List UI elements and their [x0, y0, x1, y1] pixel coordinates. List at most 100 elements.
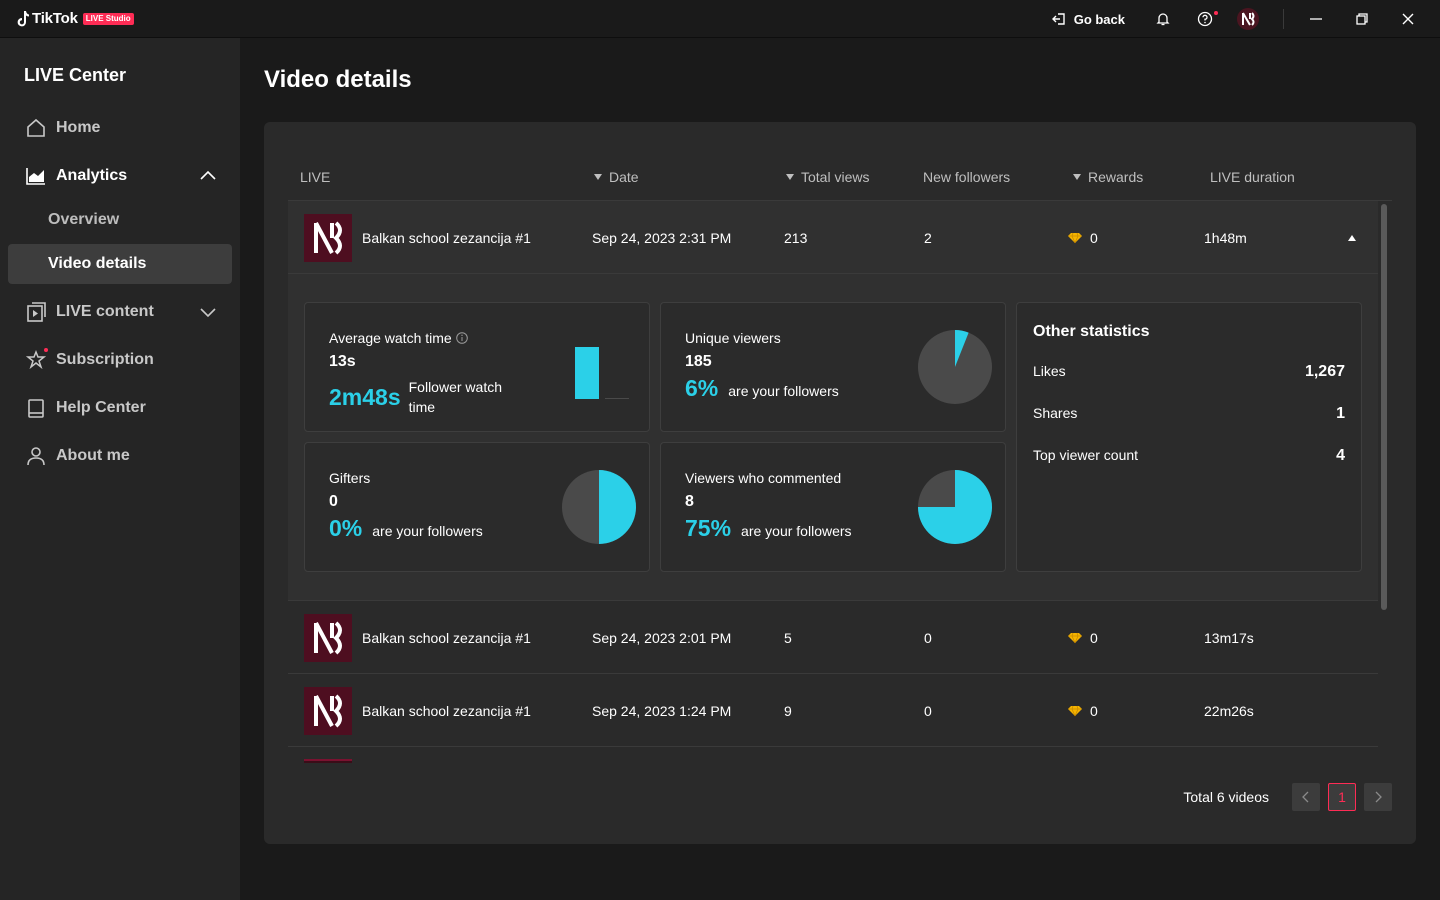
pie-slice-followers: [599, 470, 636, 544]
prev-page-button[interactable]: [1292, 783, 1320, 811]
info-icon[interactable]: [455, 332, 468, 344]
next-page-button[interactable]: [1364, 783, 1392, 811]
avg-watch-time-card: Average watch time 13s 2m48s Follower wa…: [304, 302, 650, 432]
sidebar-item-label: Subscription: [56, 351, 154, 368]
video-thumbnail: [304, 686, 352, 735]
stat-row-top-viewer-count: Top viewer count 4: [1033, 447, 1345, 464]
close-button[interactable]: [1394, 5, 1422, 33]
table-row[interactable]: Balkan school zezancija #1 Sep 24, 2023 …: [288, 201, 1378, 274]
collapse-row-button[interactable]: [1348, 201, 1356, 274]
table-row[interactable]: Balkan school zezancija #1 Sep 24, 2023 …: [288, 601, 1378, 674]
chevron-down-icon: [198, 302, 218, 327]
commenters-pie: [918, 470, 992, 544]
live-duration: 13m17s: [1204, 629, 1254, 646]
sidebar-item-subscription[interactable]: Subscription: [8, 340, 232, 380]
sidebar-item-label: Analytics: [56, 167, 128, 184]
help-button[interactable]: [1195, 9, 1218, 29]
minimize-icon: [1310, 18, 1322, 20]
card-label: Gifters: [329, 470, 371, 486]
live-date: Sep 24, 2023 1:24 PM: [592, 702, 732, 719]
avg-watch-bar: [605, 398, 629, 399]
live-duration: 22m26s: [1204, 702, 1254, 719]
unique-viewers-pie: [918, 330, 992, 404]
row-divider: [288, 746, 1378, 747]
total-views: 9: [784, 702, 792, 719]
page-number-button[interactable]: 1: [1328, 783, 1356, 811]
sidebar-item-help-center[interactable]: Help Center: [8, 388, 232, 428]
sidebar-title: LIVE Center: [24, 65, 127, 85]
sidebar-item-video-details[interactable]: Video details: [8, 244, 232, 284]
live-title: Balkan school zezancija #1: [362, 702, 531, 719]
live-title: Balkan school zezancija #1: [362, 229, 531, 246]
rewards: 0: [1068, 674, 1098, 747]
pie-slice-followers: [955, 330, 969, 367]
diamond-icon: [1068, 705, 1082, 716]
diamond-icon: [1068, 632, 1082, 643]
table-scrollbar[interactable]: [1381, 204, 1387, 610]
live-studio-badge: LIVE Studio: [82, 12, 134, 25]
column-header-total-views[interactable]: Total views: [786, 169, 869, 185]
sort-down-icon: [594, 174, 602, 180]
header-divider: [288, 200, 1392, 201]
video-thumbnail: [304, 613, 352, 662]
total-views: 5: [784, 629, 792, 646]
other-statistics-card: Other statistics Likes 1,267 Shares 1 Top …: [1016, 302, 1362, 572]
total-views: 213: [784, 229, 808, 246]
follower-watch-time-value: 2m48s: [329, 383, 401, 410]
help-center-icon: [24, 396, 48, 420]
new-followers: 0: [924, 702, 932, 719]
column-header-date[interactable]: Date: [594, 169, 639, 185]
sidebar-item-live-content[interactable]: LIVE content: [8, 292, 232, 332]
sidebar-item-about-me[interactable]: About me: [8, 436, 232, 476]
watch-time-bar-chart: [575, 347, 629, 399]
video-thumbnail-partial: [304, 759, 352, 763]
go-back-icon: [1051, 13, 1065, 25]
page-title: Video details: [264, 66, 412, 93]
caret-up-icon: [1348, 234, 1356, 241]
row-divider: [288, 673, 1378, 674]
unique-viewers-value: 185: [685, 353, 712, 370]
card-label: Average watch time: [329, 330, 452, 346]
restore-button[interactable]: [1348, 5, 1376, 33]
table-row[interactable]: Balkan school zezancija #1 Sep 24, 2023 …: [288, 674, 1378, 747]
sidebar: LIVE Center Home Analytics Overview Vide…: [0, 38, 240, 900]
sort-down-icon: [1073, 174, 1081, 180]
titlebar-divider: [1283, 9, 1284, 29]
app-name: TikTok: [32, 10, 78, 27]
rewards: 0: [1068, 201, 1098, 274]
help-dot-badge: [1214, 11, 1218, 15]
follower-watch-bar: [575, 347, 599, 399]
row-details: Average watch time 13s 2m48s Follower wa…: [288, 273, 1378, 600]
diamond-icon: [1068, 232, 1082, 243]
about-me-icon: [24, 444, 48, 468]
sidebar-item-home[interactable]: Home: [8, 108, 232, 148]
live-date: Sep 24, 2023 2:01 PM: [592, 629, 732, 646]
sidebar-item-overview[interactable]: Overview: [48, 211, 120, 228]
live-content-icon: [24, 300, 48, 324]
new-followers: 0: [924, 629, 932, 646]
chevron-up-icon: [198, 166, 218, 191]
card-label: Viewers who commented: [685, 470, 842, 486]
tiktok-note-icon: [17, 10, 29, 26]
pagination: Total 6 videos 1: [1183, 783, 1392, 811]
live-date: Sep 24, 2023 2:31 PM: [592, 229, 732, 246]
avg-watch-time-value: 13s: [329, 353, 356, 370]
avatar[interactable]: [1237, 8, 1259, 30]
card-label: Unique viewers: [685, 330, 781, 346]
sidebar-item-analytics[interactable]: Analytics: [8, 156, 232, 196]
gifters-card: Gifters 0 0% are your followers: [304, 442, 650, 572]
unique-viewers-pct: 6%: [685, 375, 719, 401]
gifters-value: 0: [329, 493, 338, 510]
commenters-pct: 75%: [685, 515, 732, 541]
column-header-rewards[interactable]: Rewards: [1073, 169, 1143, 185]
home-icon: [24, 116, 48, 140]
avatar-image: [1237, 8, 1259, 30]
tiktok-logo: TikTok LIVE Studio: [16, 10, 134, 28]
stat-row-likes: Likes 1,267: [1033, 363, 1345, 380]
minimize-button[interactable]: [1302, 5, 1330, 33]
live-title: Balkan school zezancija #1: [362, 629, 531, 646]
notifications-button[interactable]: [1153, 9, 1173, 29]
bell-icon: [1156, 13, 1170, 26]
subscription-icon: [24, 348, 48, 372]
go-back-button[interactable]: Go back: [1051, 12, 1125, 27]
